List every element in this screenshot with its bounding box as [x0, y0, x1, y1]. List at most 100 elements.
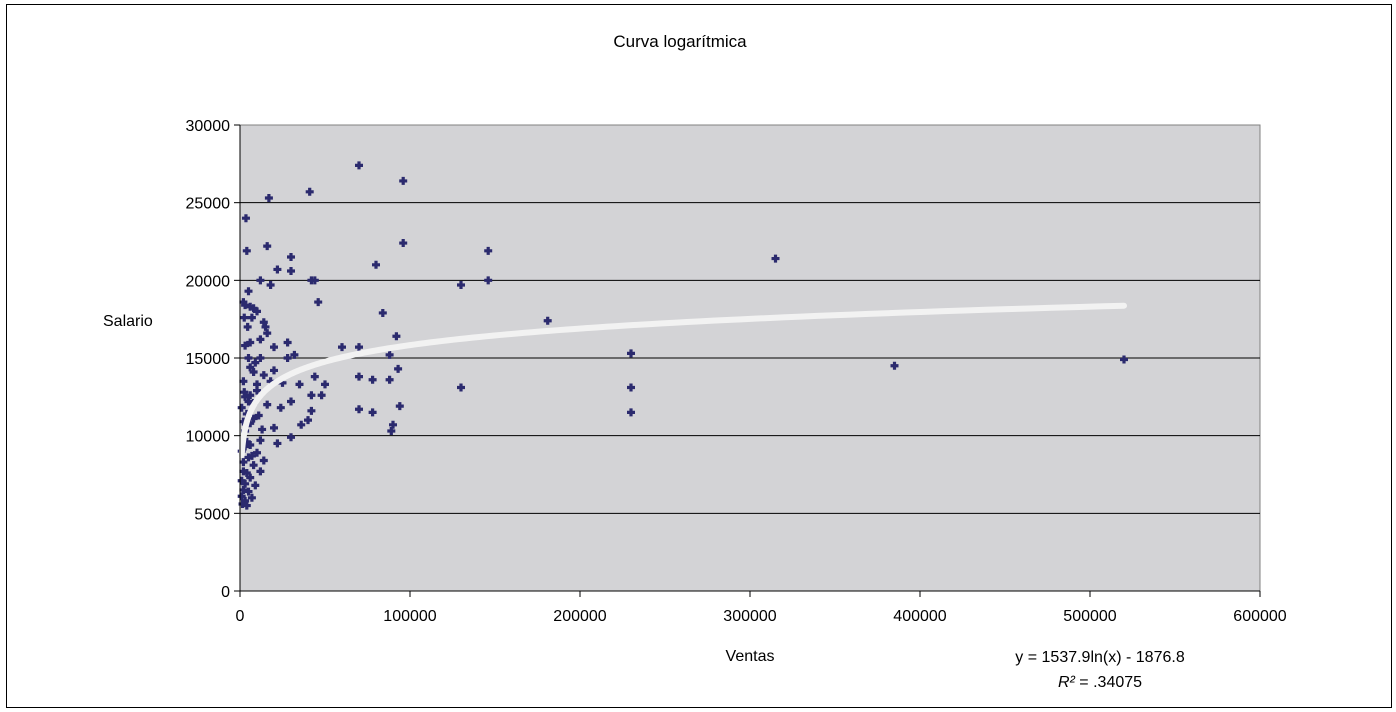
x-tick-labels: 0 100000 200000 300000 400000 500000 600000 [236, 591, 1287, 625]
gridlines [240, 202, 1260, 514]
data-point [247, 451, 256, 460]
data-point [368, 375, 377, 384]
data-point [399, 239, 408, 248]
data-point [249, 367, 258, 376]
data-point [399, 176, 408, 185]
data-point [287, 253, 295, 262]
data-point [304, 416, 312, 425]
data-point [273, 439, 282, 448]
data-point [256, 354, 265, 362]
data-point [270, 423, 278, 432]
data-point [246, 363, 255, 372]
data-point [270, 366, 278, 375]
data-point [242, 246, 251, 255]
data-point [310, 276, 319, 285]
y-tick-label: 25000 [186, 196, 231, 213]
data-point [307, 406, 316, 415]
data-point [263, 400, 272, 409]
data-point [247, 493, 256, 502]
data-point [253, 448, 261, 457]
data-point [244, 287, 253, 296]
data-point [241, 214, 250, 223]
data-point [259, 371, 268, 380]
data-point [305, 187, 314, 196]
y-tick-label: 10000 [186, 429, 231, 446]
data-point [627, 408, 635, 417]
data-point [287, 267, 295, 276]
data-point [264, 194, 273, 203]
data-point [627, 383, 635, 392]
data-point [266, 280, 275, 289]
data-point [287, 433, 295, 442]
data-point [256, 335, 265, 344]
data-point [241, 479, 250, 488]
data-point [627, 349, 635, 358]
data-point [256, 467, 265, 476]
data-point [261, 322, 270, 331]
data-point [246, 338, 255, 347]
x-axis-label: Ventas [726, 648, 775, 665]
data-point [251, 481, 260, 490]
data-point [457, 383, 465, 392]
y-tick-label: 15000 [186, 351, 231, 368]
trendline-equation: y = 1537.9ln(x) - 1876.8 [1015, 649, 1185, 666]
data-point [310, 372, 319, 381]
data-point [247, 313, 256, 322]
data-point [240, 313, 249, 322]
data-point [395, 402, 404, 411]
y-tick-label: 30000 [186, 118, 231, 135]
data-point [244, 487, 253, 496]
data-point [283, 354, 292, 362]
x-tick-label: 100000 [383, 608, 436, 625]
y-tick-label: 20000 [186, 273, 231, 290]
data-point [321, 380, 329, 389]
data-point [378, 308, 387, 317]
data-point [240, 388, 249, 397]
data-point [263, 242, 272, 251]
y-tick-label: 0 [221, 584, 230, 601]
data-point [239, 458, 248, 467]
data-point [355, 161, 363, 170]
data-point [317, 391, 326, 400]
data-point [258, 425, 267, 434]
x-tick-label: 200000 [553, 608, 606, 625]
data-point [338, 343, 346, 352]
data-point [387, 427, 396, 436]
data-point [246, 473, 255, 482]
data-point [256, 436, 265, 445]
trendline [238, 302, 1127, 459]
data-point [355, 405, 363, 414]
data-point [389, 420, 397, 429]
data-point [372, 260, 380, 269]
data-point [484, 246, 493, 255]
x-tick-label: 300000 [723, 608, 776, 625]
data-point [385, 350, 394, 359]
data-point [244, 397, 253, 406]
data-point [242, 501, 251, 510]
data-point [771, 254, 780, 263]
data-point [241, 341, 250, 350]
data-point [253, 386, 261, 395]
x-tick-label: 500000 [1063, 608, 1116, 625]
data-point [484, 276, 493, 285]
data-point [259, 318, 268, 327]
x-tick-label: 600000 [1233, 608, 1286, 625]
data-point [253, 307, 261, 316]
y-tick-labels: 0 5000 10000 15000 20000 25000 30000 [186, 118, 240, 601]
data-point [251, 358, 260, 367]
data-point [256, 276, 265, 285]
r-squared-label: R² = .34075 [1058, 674, 1142, 691]
data-point [392, 332, 401, 341]
data-point [290, 350, 299, 359]
data-point [283, 338, 292, 347]
data-points [237, 161, 1128, 510]
data-point [1120, 355, 1128, 364]
data-point [259, 456, 268, 465]
data-point [287, 397, 295, 406]
data-point [890, 361, 899, 370]
y-axis-label: Salario [103, 313, 153, 330]
data-point [307, 391, 316, 400]
chart-title: Curva logarítmica [613, 32, 747, 51]
x-tick-label: 400000 [893, 608, 946, 625]
